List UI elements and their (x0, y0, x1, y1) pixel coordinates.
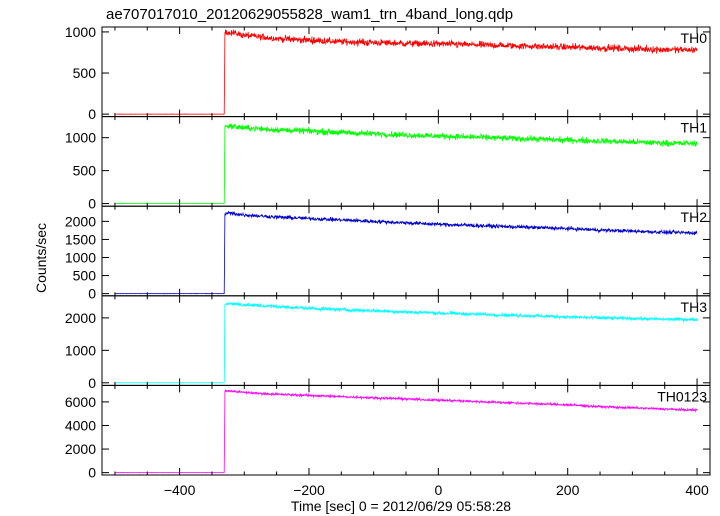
chart-title: ae707017010_20120629055828_wam1_trn_4ban… (106, 6, 513, 23)
x-axis-label: Time [sec] 0 = 2012/06/29 05:58:28 (291, 498, 511, 514)
panel-label: TH0 (681, 30, 708, 46)
x-tick-label: 400 (685, 482, 709, 498)
y-tick-label: 0 (88, 196, 96, 212)
y-tick-label: 0 (88, 375, 96, 391)
series-line-th3 (114, 301, 698, 384)
panel-th0: 0 500 1000 TH0 (65, 24, 711, 122)
y-tick-label: 6000 (65, 394, 96, 410)
y-tick-label: 0 (88, 286, 96, 302)
x-tick-label: −400 (164, 482, 196, 498)
y-tick-label: 2000 (65, 213, 96, 229)
panel-frame (101, 295, 711, 386)
x-tick-label: −200 (293, 482, 325, 498)
x-tick-label: 200 (556, 482, 580, 498)
y-tick-label: 1000 (65, 250, 96, 266)
x-tick-label: 0 (434, 482, 442, 498)
series-line-th0 (114, 29, 698, 115)
panel-label: TH1 (681, 120, 708, 136)
panel-label: TH2 (681, 209, 708, 225)
y-tick-label: 2000 (65, 441, 96, 457)
y-tick-label: 1000 (65, 24, 96, 40)
y-tick-label: 1000 (65, 130, 96, 146)
panel-frame (101, 26, 711, 118)
y-tick-label: 2000 (65, 310, 96, 326)
panel-label: TH3 (681, 299, 708, 315)
series-line-th0123 (114, 389, 698, 474)
series-line-th1 (114, 123, 698, 205)
y-tick-label: 500 (73, 268, 97, 284)
panel-th0123: 0 2000 4000 6000 TH0123 (65, 384, 711, 481)
y-tick-label: 4000 (65, 417, 96, 433)
panel-th2: 0 500 1000 1500 2000 TH2 (65, 205, 711, 302)
series-line-th2 (114, 210, 698, 295)
y-tick-label: 1500 (65, 231, 96, 247)
panel-frame (101, 116, 711, 207)
y-tick-label: 500 (73, 65, 97, 81)
y-axis-label: Counts/sec (33, 223, 49, 293)
panel-frame (101, 205, 711, 297)
panel-th1: 0 500 1000 TH1 (65, 116, 711, 212)
y-tick-label: 0 (88, 465, 96, 481)
panel-th3: 0 1000 2000 TH3 (65, 295, 711, 391)
panel-label: TH0123 (657, 388, 707, 404)
y-tick-label: 1000 (65, 342, 96, 358)
y-tick-label: 500 (73, 163, 97, 179)
y-tick-label: 0 (88, 106, 96, 122)
